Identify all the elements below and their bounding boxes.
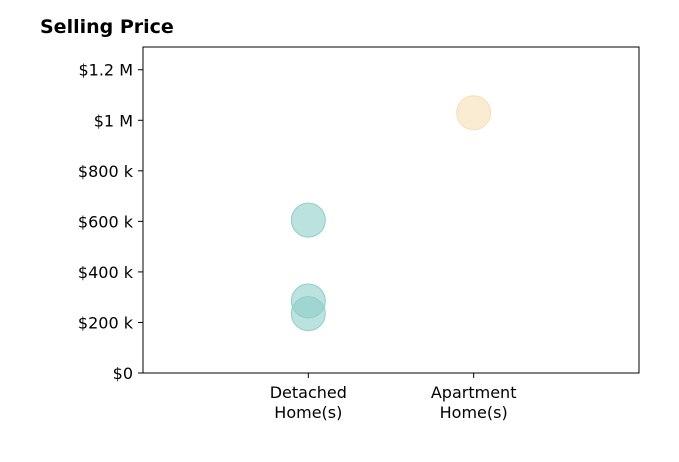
y-tick-label-1: $200 k [78,313,134,332]
data-point-0-0 [290,202,326,238]
y-tick-label-3: $600 k [78,212,134,231]
y-tick-label-6: $1.2 M [78,61,133,80]
x-tick-label-0: Detached Home(s) [270,383,347,422]
chart-marks [290,95,492,332]
y-tick-label-5: $1 M [94,111,133,130]
data-point-1-0 [456,95,492,131]
x-tick-label-1: Apartment Home(s) [431,383,517,422]
y-tick-label-4: $800 k [78,162,134,181]
y-tick-label-0: $0 [113,364,133,383]
chart-title: Selling Price [40,16,174,38]
x-axis: Detached Home(s) Apartment Home(s) [270,373,517,422]
y-tick-label-2: $400 k [78,263,134,282]
y-axis: $0 $200 k $400 k $600 k $800 k $1 M $1.2 M [78,61,143,383]
data-point-0-2 [290,296,326,332]
plot-frame [142,46,640,374]
